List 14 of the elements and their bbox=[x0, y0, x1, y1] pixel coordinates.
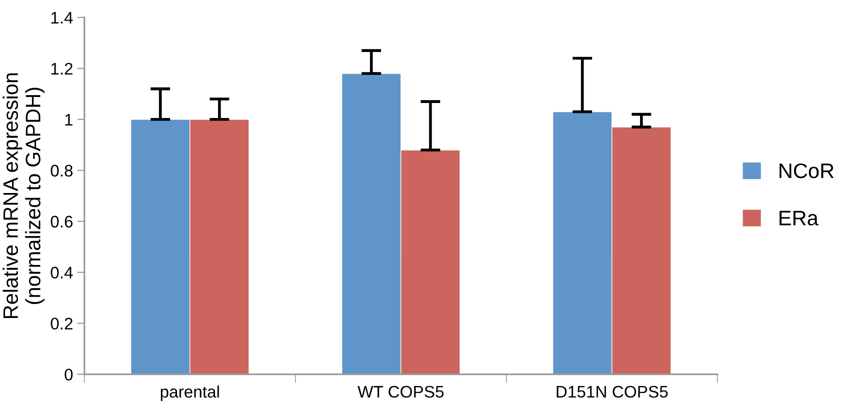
x-tick-label: parental bbox=[160, 385, 219, 401]
y-tick-label: 0.2 bbox=[50, 318, 72, 330]
legend-label: ERa bbox=[780, 210, 818, 226]
y-tick-label: 1.4 bbox=[51, 12, 73, 24]
y-tick-label: 1.2 bbox=[51, 62, 72, 74]
y-tick-label: 0.8 bbox=[50, 164, 73, 177]
y-axis-title: Relative mRNA expression (normalized to GAPDH) bbox=[2, 73, 45, 318]
x-tick-label: WT COPS5 bbox=[358, 386, 444, 398]
x-tick-label: D151N COPS5 bbox=[556, 386, 668, 398]
y-tick-label: 1 bbox=[65, 114, 72, 126]
y-tick-label: 0 bbox=[64, 368, 73, 381]
y-tick-label: 0.6 bbox=[50, 216, 73, 228]
legend-label: NCoR bbox=[780, 163, 834, 178]
y-tick-label: 0.4 bbox=[50, 266, 73, 279]
